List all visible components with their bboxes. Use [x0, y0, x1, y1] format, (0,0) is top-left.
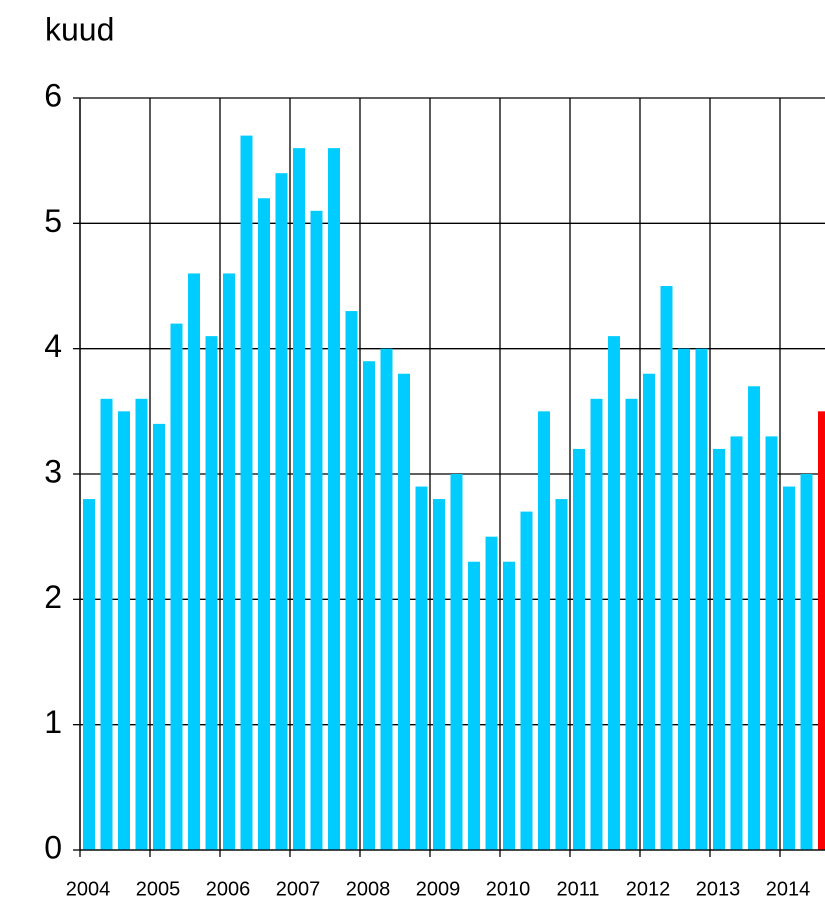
- bar: [240, 135, 253, 851]
- bar: [730, 436, 743, 850]
- bar: [100, 398, 113, 850]
- y-tick-label: 4: [44, 328, 62, 364]
- bar: [450, 474, 463, 850]
- y-axis-label: kuud: [45, 11, 114, 47]
- y-tick-label: 3: [44, 453, 62, 489]
- bar: [713, 448, 725, 850]
- bar: [328, 148, 340, 851]
- x-tick-label: 2010: [486, 878, 531, 900]
- bar: [625, 398, 638, 850]
- bar: [818, 411, 825, 850]
- bar: [188, 273, 200, 850]
- y-tick-label: 1: [44, 704, 62, 740]
- bar: [590, 398, 603, 850]
- bar: [678, 348, 690, 850]
- bar: [310, 210, 323, 851]
- bar: [765, 436, 778, 850]
- bar: [555, 499, 568, 850]
- bar: [748, 386, 760, 850]
- bar: [363, 361, 375, 850]
- y-tick-label: 2: [44, 579, 62, 615]
- x-tick-label: 2013: [696, 878, 741, 900]
- y-tick-label: 5: [44, 203, 62, 239]
- bar: [170, 323, 183, 851]
- bar: [398, 373, 410, 850]
- bar: [153, 423, 165, 850]
- bar: [118, 411, 130, 850]
- bar: [800, 474, 813, 850]
- y-tick-label: 0: [44, 829, 62, 865]
- bar: [643, 373, 655, 850]
- bar: [83, 499, 95, 850]
- bar: [433, 499, 445, 850]
- bar: [660, 286, 673, 850]
- y-tick-label: 6: [44, 77, 62, 113]
- x-tick-label: 2012: [626, 878, 671, 900]
- x-tick-label: 2006: [206, 878, 251, 900]
- bar: [205, 336, 218, 851]
- bar: [380, 348, 393, 850]
- bar: [520, 511, 533, 850]
- x-tick-label: 2009: [416, 878, 461, 900]
- bar: [415, 486, 428, 850]
- x-tick-label: 2014: [766, 878, 811, 900]
- x-tick-label: 2008: [346, 878, 391, 900]
- x-tick-label: 2007: [276, 878, 321, 900]
- bar: [783, 486, 795, 850]
- x-tick-label: 2011: [556, 878, 599, 900]
- bar: [485, 536, 498, 850]
- bar: [345, 311, 358, 851]
- x-tick-label: 2004: [66, 878, 111, 900]
- bar: [608, 336, 620, 851]
- bar: [293, 148, 305, 851]
- bar: [275, 173, 288, 850]
- bar: [135, 398, 148, 850]
- x-tick-label: 2005: [136, 878, 181, 900]
- bar: [503, 561, 515, 850]
- bar: [695, 348, 708, 850]
- bar: [538, 411, 550, 850]
- bar: [573, 448, 585, 850]
- bar: [223, 273, 235, 850]
- bar: [468, 561, 480, 850]
- bar: [258, 198, 270, 850]
